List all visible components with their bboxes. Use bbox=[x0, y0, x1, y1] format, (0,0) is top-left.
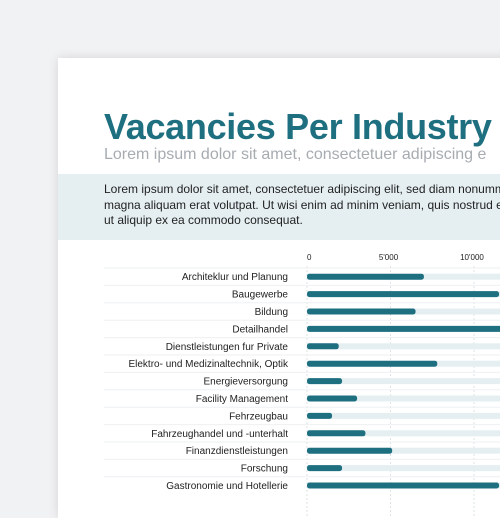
bar bbox=[307, 325, 500, 332]
category-label: Dienstleistungen fur Private bbox=[166, 342, 289, 353]
bar bbox=[307, 378, 343, 385]
bar bbox=[307, 395, 358, 402]
vacancies-bar-chart: 0 5'000 10'000 Architeklur und Planung Bauge… bbox=[104, 253, 500, 518]
category-label: Gastronomie und Hotellerie bbox=[166, 481, 288, 492]
intro-band: Lorem ipsum dolor sit amet, consectetuer… bbox=[58, 174, 500, 240]
category-label: Detailhandel bbox=[232, 324, 288, 335]
category-label: Finanzdienstleistungen bbox=[186, 446, 288, 457]
category-label: Baugewerbe bbox=[232, 290, 289, 301]
bar-track bbox=[307, 412, 500, 419]
page-title: Vacancies Per Industry bbox=[104, 106, 492, 147]
bar bbox=[307, 273, 424, 280]
category-label: Facility Management bbox=[196, 394, 288, 405]
x-tick-label: 10'000 bbox=[460, 253, 484, 262]
x-tick-label: 5'000 bbox=[379, 253, 399, 262]
category-label: Bildung bbox=[255, 307, 288, 318]
page-subtitle: Lorem ipsum dolor sit amet, consectetuer… bbox=[104, 146, 487, 163]
bar-track bbox=[307, 465, 500, 472]
bar bbox=[307, 291, 500, 298]
bar-track bbox=[307, 430, 500, 437]
x-tick-label: 0 bbox=[307, 253, 312, 262]
intro-text: Lorem ipsum dolor sit amet, consectetuer… bbox=[104, 182, 500, 227]
bar bbox=[307, 465, 343, 472]
category-label: Elektro- und Medizinaltechnik, Optik bbox=[128, 359, 289, 370]
category-label: Energieversorgung bbox=[204, 377, 289, 388]
bar bbox=[307, 412, 333, 419]
bar-track bbox=[307, 447, 500, 454]
report-page: Vacancies Per Industry Lorem ipsum dolor… bbox=[58, 58, 500, 518]
bar-track bbox=[307, 395, 500, 402]
bar bbox=[307, 343, 339, 350]
category-label: Fahrzeughandel und -unterhalt bbox=[151, 429, 288, 440]
bar bbox=[307, 482, 500, 489]
bar-track bbox=[307, 343, 500, 350]
bar-track bbox=[307, 378, 500, 385]
category-label: Architeklur und Planung bbox=[182, 272, 288, 283]
category-label: Fehrzeugbau bbox=[229, 411, 288, 422]
bar bbox=[307, 360, 438, 367]
bar bbox=[307, 447, 393, 454]
bar bbox=[307, 308, 416, 315]
category-label: Forschung bbox=[241, 464, 288, 475]
bar bbox=[307, 430, 366, 437]
